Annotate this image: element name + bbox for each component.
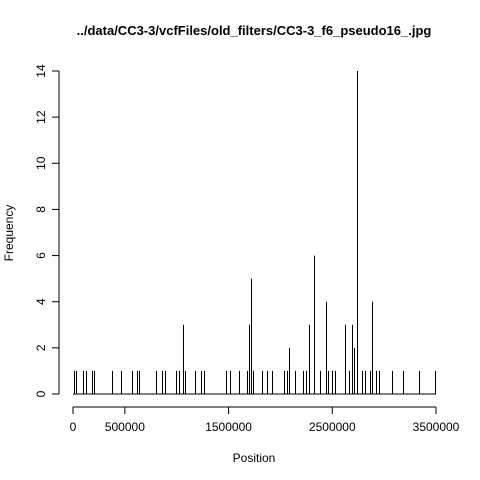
- y-tick-label: 2: [34, 344, 48, 351]
- x-tick-label: 0: [70, 420, 77, 434]
- x-tick-label: 2500000: [309, 420, 356, 434]
- y-tick-label: 6: [34, 252, 48, 259]
- x-axis: 0 500000 1500000 2500000 3500000: [70, 407, 460, 434]
- y-tick-label: 8: [34, 206, 48, 213]
- y-tick-label: 10: [34, 156, 48, 170]
- y-tick-label: 4: [34, 298, 48, 305]
- bars-group: [75, 71, 436, 394]
- x-tick-label: 1500000: [205, 420, 252, 434]
- y-tick-label: 12: [34, 110, 48, 124]
- y-tick-label: 14: [34, 64, 48, 78]
- x-axis-label: Position: [233, 451, 276, 465]
- x-tick-label: 3500000: [413, 420, 460, 434]
- chart-title: ../data/CC3-3/vcfFiles/old_filters/CC3-3…: [77, 23, 432, 38]
- y-tick-label: 0: [34, 390, 48, 397]
- x-tick-label: 500000: [105, 420, 145, 434]
- y-axis: 0 2 4 6 8 10 12 14: [34, 64, 59, 397]
- y-axis-label: Frequency: [2, 205, 16, 262]
